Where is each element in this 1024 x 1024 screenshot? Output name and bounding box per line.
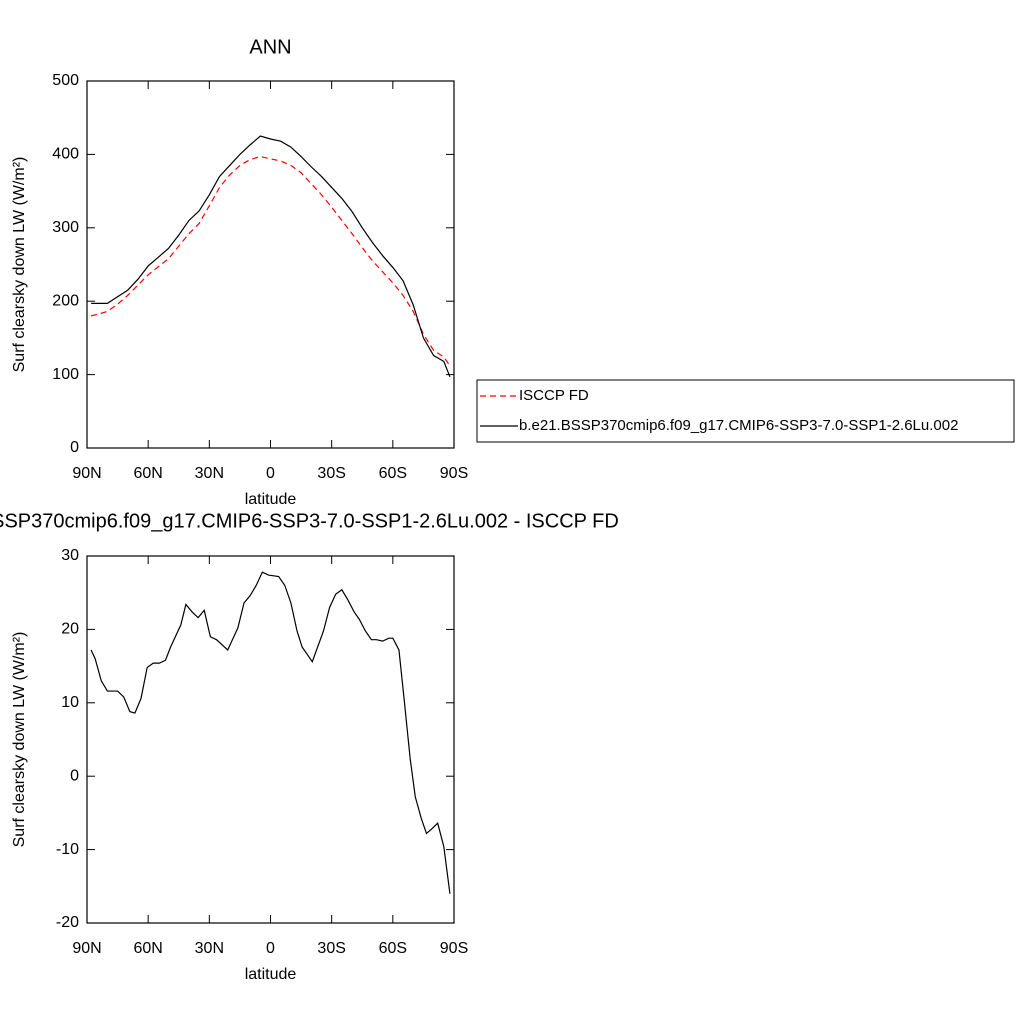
y-tick-label: 0 (70, 439, 79, 456)
x-tick-label: 30N (195, 940, 224, 957)
x-tick-label: 90N (72, 465, 101, 482)
x-tick-label: 30N (195, 465, 224, 482)
y-tick-label: 200 (52, 292, 79, 309)
y-tick-label: 30 (61, 547, 79, 564)
y-tick-label: 10 (61, 694, 79, 711)
x-tick-label: 90N (72, 940, 101, 957)
y-tick-label: 300 (52, 219, 79, 236)
x-axis-label: latitude (245, 966, 297, 983)
y-axis-label: Surf clearsky down LW (W/m²) (11, 157, 28, 373)
x-tick-label: 90S (440, 940, 468, 957)
x-tick-label: 0 (266, 940, 275, 957)
y-tick-label: 20 (61, 621, 79, 638)
x-tick-label: 60S (379, 465, 407, 482)
y-tick-label: -10 (56, 841, 79, 858)
y-axis-label: Surf clearsky down LW (W/m²) (11, 632, 28, 848)
y-tick-label: 500 (52, 72, 79, 89)
x-tick-label: 90S (440, 465, 468, 482)
y-tick-label: -20 (56, 914, 79, 931)
y-tick-label: 400 (52, 146, 79, 163)
x-tick-label: 60S (379, 940, 407, 957)
data-line (90, 571, 451, 894)
x-tick-label: 60N (133, 940, 162, 957)
y-tick-label: 0 (70, 767, 79, 784)
legend-label: b.e21.BSSP370cmip6.f09_g17.CMIP6-SSP3-7.… (519, 417, 958, 434)
legend-box (476, 379, 1015, 443)
chart-title: ANN (249, 36, 291, 58)
x-tick-label: 30S (317, 465, 345, 482)
x-axis-label: latitude (245, 491, 297, 508)
data-line (91, 135, 451, 378)
x-tick-label: 60N (133, 465, 162, 482)
plot-frame (86, 555, 455, 924)
y-tick-label: 100 (52, 366, 79, 383)
legend-label: ISCCP FD (519, 387, 589, 404)
data-line (90, 155, 451, 367)
chart-title: b.e21.BSSP370cmip6.f09_g17.CMIP6-SSP3-7.… (0, 510, 619, 532)
x-tick-label: 0 (266, 465, 275, 482)
plot-frame (86, 80, 455, 449)
x-tick-label: 30S (317, 940, 345, 957)
